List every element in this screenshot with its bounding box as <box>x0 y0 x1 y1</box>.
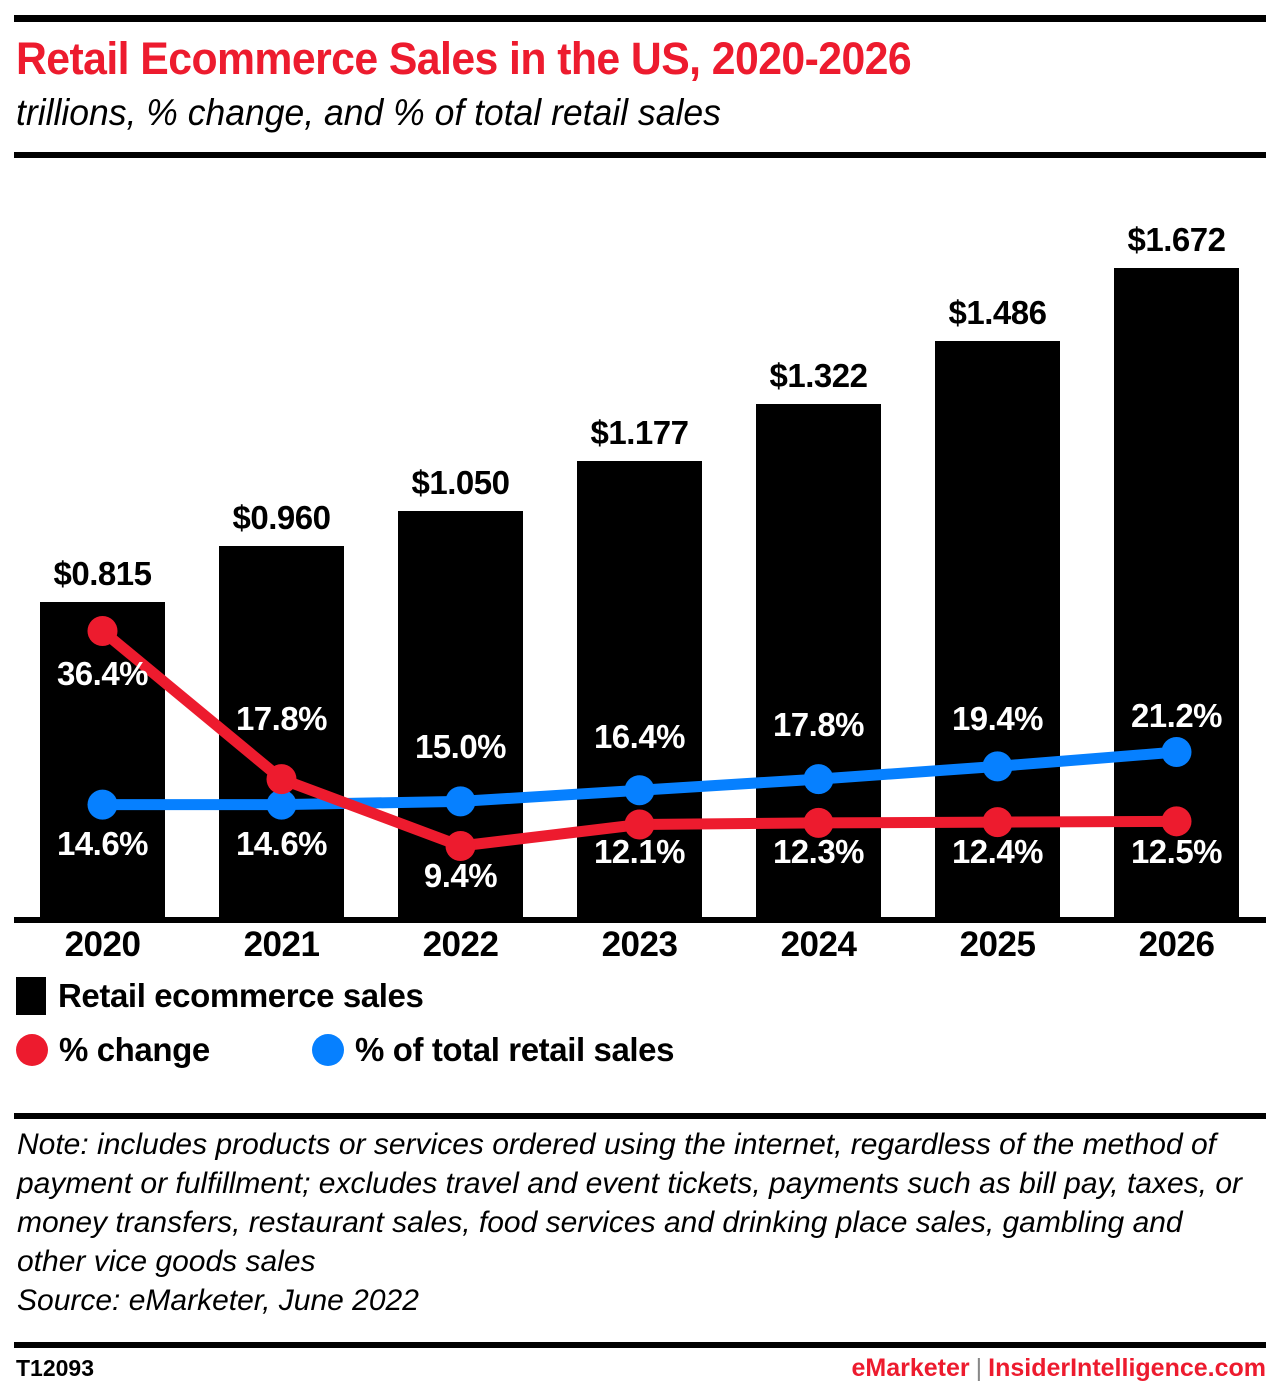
bar-value-label-2024: $1.322 <box>769 357 868 395</box>
legend-item-bars[interactable]: Retail ecommerce sales <box>16 977 424 1015</box>
brand-emarketer: eMarketer <box>851 1354 970 1382</box>
pct-change-label-2020: 36.4% <box>56 655 149 692</box>
pct-change-point-2026 <box>1161 806 1192 837</box>
notes-divider-rule <box>14 1113 1266 1119</box>
x-tick-2020: 2020 <box>64 925 141 964</box>
pct-total-retail-label-2023: 16.4% <box>593 718 686 755</box>
pct-change-point-2021 <box>266 764 297 795</box>
x-tick-2024: 2024 <box>780 925 857 964</box>
pct-total-retail-label-2025: 19.4% <box>951 700 1044 737</box>
x-tick-2021: 2021 <box>243 925 320 964</box>
pct-change-label-2022: 9.4% <box>423 857 498 894</box>
pct-total-retail-point-2023 <box>624 775 655 806</box>
x-tick-2023: 2023 <box>601 925 678 964</box>
legend-swatch-black-square <box>16 977 46 1015</box>
legend-label-pct-change: % change <box>59 1031 210 1068</box>
note-text: Note: includes products or services orde… <box>17 1128 1243 1278</box>
line-series-overlay <box>87 616 1192 861</box>
bar-value-label-2021: $0.960 <box>232 498 331 536</box>
pct-change-label-2021: 17.8% <box>235 700 328 737</box>
pct-change-label-2024: 12.3% <box>772 833 865 870</box>
bar-value-label-2026: $1.672 <box>1127 221 1226 258</box>
pct-change-label-2025: 12.4% <box>951 833 1044 870</box>
source-text: Source: eMarketer, June 2022 <box>17 1284 419 1317</box>
pct-total-retail-point-2021 <box>266 789 297 820</box>
pct-total-retail-point-2026 <box>1161 737 1192 768</box>
bar-value-label-2022: $1.050 <box>411 463 510 501</box>
x-tick-2026: 2026 <box>1138 925 1215 964</box>
pct-total-retail-point-2020 <box>87 789 118 820</box>
pct-total-retail-label-2024: 17.8% <box>772 706 865 743</box>
pct-change-label-2023: 12.1% <box>593 833 686 870</box>
legend-swatch-red-circle <box>16 1034 48 1066</box>
x-tick-2022: 2022 <box>422 925 499 964</box>
pct-total-retail-point-2022 <box>445 786 476 817</box>
pct-change-point-2023 <box>624 809 655 840</box>
pct-change-point-2020 <box>87 616 118 646</box>
pct-total-retail-point-2024 <box>803 764 834 795</box>
chart-title: Retail Ecommerce Sales in the US, 2020-2… <box>16 33 912 84</box>
brand-separator: | <box>975 1354 983 1382</box>
legend-label-bars: Retail ecommerce sales <box>58 977 424 1014</box>
legend-item-pct-change[interactable]: % change <box>16 1031 210 1069</box>
pct-total-retail-label-2022: 15.0% <box>414 728 507 765</box>
pct-total-retail-label-2026: 21.2% <box>1130 697 1223 734</box>
brand-insider-intelligence[interactable]: InsiderIntelligence.com <box>988 1354 1266 1382</box>
brand-footer: eMarketer | InsiderIntelligence.com <box>852 1354 1267 1383</box>
chart-id-code: T12093 <box>16 1355 95 1381</box>
legend-swatch-blue-circle <box>312 1034 344 1066</box>
bar-value-label-2025: $1.486 <box>948 293 1047 331</box>
header-divider-rule <box>14 152 1266 158</box>
x-tick-2025: 2025 <box>959 925 1036 964</box>
bar-2023 <box>577 461 702 920</box>
legend-label-pct-total: % of total retail sales <box>355 1031 675 1068</box>
bar-value-label-2023: $1.177 <box>590 414 689 452</box>
footer-divider-rule <box>14 1342 1266 1348</box>
top-rule <box>14 15 1266 22</box>
pct-total-retail-label-2020: 14.6% <box>56 824 149 862</box>
pct-change-point-2022 <box>445 831 476 861</box>
notes-block: Note: includes products or services orde… <box>17 1125 1247 1320</box>
chart-subtitle: trillions, % change, and % of total reta… <box>16 92 721 133</box>
bar-2021 <box>219 545 344 920</box>
legend-item-pct-total[interactable]: % of total retail sales <box>312 1031 674 1069</box>
pct-change-label-2026: 12.5% <box>1130 833 1223 870</box>
pct-total-retail-point-2025 <box>982 751 1013 782</box>
bar-2020 <box>40 602 165 920</box>
pct-change-point-2024 <box>803 807 834 838</box>
pct-total-retail-label-2021: 14.6% <box>235 824 328 862</box>
pct-change-point-2025 <box>982 807 1013 838</box>
bar-value-label-2020: $0.815 <box>53 555 152 593</box>
x-axis-line <box>14 917 1266 923</box>
chart-legend: Retail ecommerce sales % change % of tot… <box>0 975 1280 1085</box>
